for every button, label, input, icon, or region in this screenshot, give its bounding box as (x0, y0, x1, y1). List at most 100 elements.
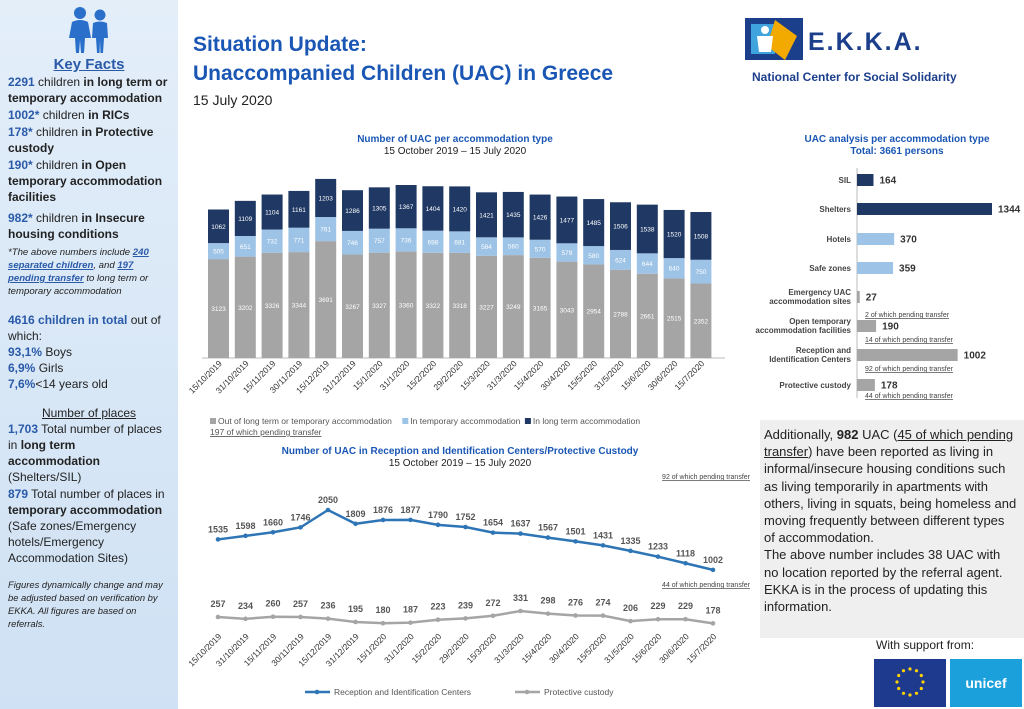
data-label: 1062 (211, 224, 226, 231)
data-label: 3344 (292, 303, 307, 310)
data-label: 257 (210, 599, 225, 609)
bar-segment (368, 187, 390, 229)
category-label: Open temporary accommodation facilities (755, 317, 851, 335)
data-label: 3322 (426, 303, 441, 310)
data-label: 234 (238, 601, 253, 611)
data-label: 1431 (593, 530, 613, 540)
line-chart: 1535 1598 1660 1746 2050 1809 1876 1877 1790 1752… (186, 474, 751, 697)
data-label: 1002 (964, 351, 987, 362)
data-point (628, 618, 633, 624)
data-point (710, 567, 716, 573)
hbar (857, 174, 874, 186)
bar-segment (476, 255, 497, 358)
stacked-bar-chart: 3123505106215/10/20193202651110931/10/20… (187, 178, 725, 437)
data-point (215, 537, 221, 542)
data-label: 3165 (533, 305, 548, 312)
bar-segment (208, 209, 229, 244)
legend-swatch (524, 418, 531, 424)
bar-segment (663, 258, 685, 279)
bar-segment (663, 209, 685, 259)
data-label: 272 (485, 598, 500, 608)
additional-info-box: Additionally, 982 UAC (45 of which pendi… (760, 420, 1024, 638)
hbar (857, 349, 958, 361)
data-label: 1485 (586, 220, 601, 227)
category-label: Safe zones (809, 264, 851, 273)
data-label: 223 (430, 602, 445, 612)
data-point (380, 517, 386, 523)
bar-segment (234, 200, 256, 236)
fact-rics: 1002* children in RICs (8, 108, 130, 122)
bar-segment (556, 261, 578, 358)
data-label: 640 (669, 266, 680, 273)
legend-swatch (210, 418, 216, 424)
hbar (857, 320, 877, 332)
bar-segment (288, 227, 310, 253)
data-label: 3249 (506, 304, 521, 311)
data-label: 771 (293, 237, 304, 244)
key-facts-panel: Key Facts 2291 children in long term or … (0, 0, 178, 709)
data-point (270, 529, 276, 535)
separated-link[interactable]: 240 separated children (8, 247, 149, 271)
bar-segment (476, 237, 497, 256)
bar-segment (368, 228, 390, 253)
pending-transfer-link[interactable]: 197 pending transfer (8, 260, 134, 284)
data-label: 1404 (426, 206, 441, 213)
data-label: 2352 (694, 318, 709, 325)
legend-label: In temporary accommodation (410, 416, 520, 426)
data-point (435, 522, 441, 528)
data-label: 1567 (538, 523, 558, 533)
bar-segment (449, 186, 471, 232)
data-point (353, 619, 358, 625)
data-point (298, 614, 303, 620)
data-label: 2954 (586, 309, 601, 316)
bar-segment (690, 283, 712, 358)
key-facts-title: Key Facts (53, 56, 125, 73)
data-label: 584 (481, 244, 492, 251)
hbar (857, 203, 992, 215)
data-label: 3326 (265, 303, 280, 310)
data-point (243, 533, 248, 539)
data-point (490, 530, 496, 535)
line-chart-subtitle: 15 October 2019 – 15 July 2020 (388, 458, 532, 469)
bar-segment (315, 178, 337, 218)
data-label: 1598 (235, 521, 255, 531)
data-label: 229 (678, 601, 693, 611)
data-label: 359 (899, 264, 916, 275)
data-label: 1305 (372, 206, 387, 213)
data-label: 757 (374, 238, 385, 245)
data-label: 1002 (703, 555, 723, 565)
data-label: 298 (540, 596, 555, 606)
hbar-chart-subtitle: Total: 3661 persons (850, 146, 944, 157)
data-label: 1746 (290, 512, 310, 522)
bar-segment (636, 253, 658, 274)
data-point (463, 616, 468, 621)
data-label: 624 (615, 257, 626, 264)
data-label: 3202 (238, 305, 253, 312)
unicef-logo: unicef (950, 659, 1022, 707)
data-label: 3360 (399, 302, 414, 309)
stacked-chart-subtitle: 15 October 2019 – 15 July 2020 (383, 146, 527, 157)
data-point (683, 616, 688, 622)
bar-segment (529, 257, 551, 358)
data-label: 698 (427, 239, 438, 246)
data-point (655, 616, 661, 622)
pending-note: 44 of which pending transfer (662, 582, 751, 589)
report-date: 15 July 2020 (193, 92, 273, 108)
data-label: 3327 (372, 303, 387, 310)
data-label: 1508 (694, 233, 709, 240)
total-children: 4616 children in total out of which: 93,… (8, 313, 161, 391)
bar-segment (342, 230, 363, 255)
data-point (380, 620, 386, 626)
bar-segment (529, 239, 551, 258)
data-label: 3227 (479, 304, 494, 311)
data-point (435, 617, 441, 623)
bar-segment (502, 255, 524, 358)
fact-long-term: 2291 children in long term or temporary … (8, 75, 168, 105)
data-label: 1477 (560, 217, 575, 224)
data-label: 746 (347, 240, 358, 247)
pending-note: 92 of which pending transfer (865, 366, 954, 373)
data-label: 27 (866, 293, 878, 304)
bar-segment (636, 204, 658, 254)
data-point (408, 517, 413, 523)
bar-segment (610, 249, 631, 270)
